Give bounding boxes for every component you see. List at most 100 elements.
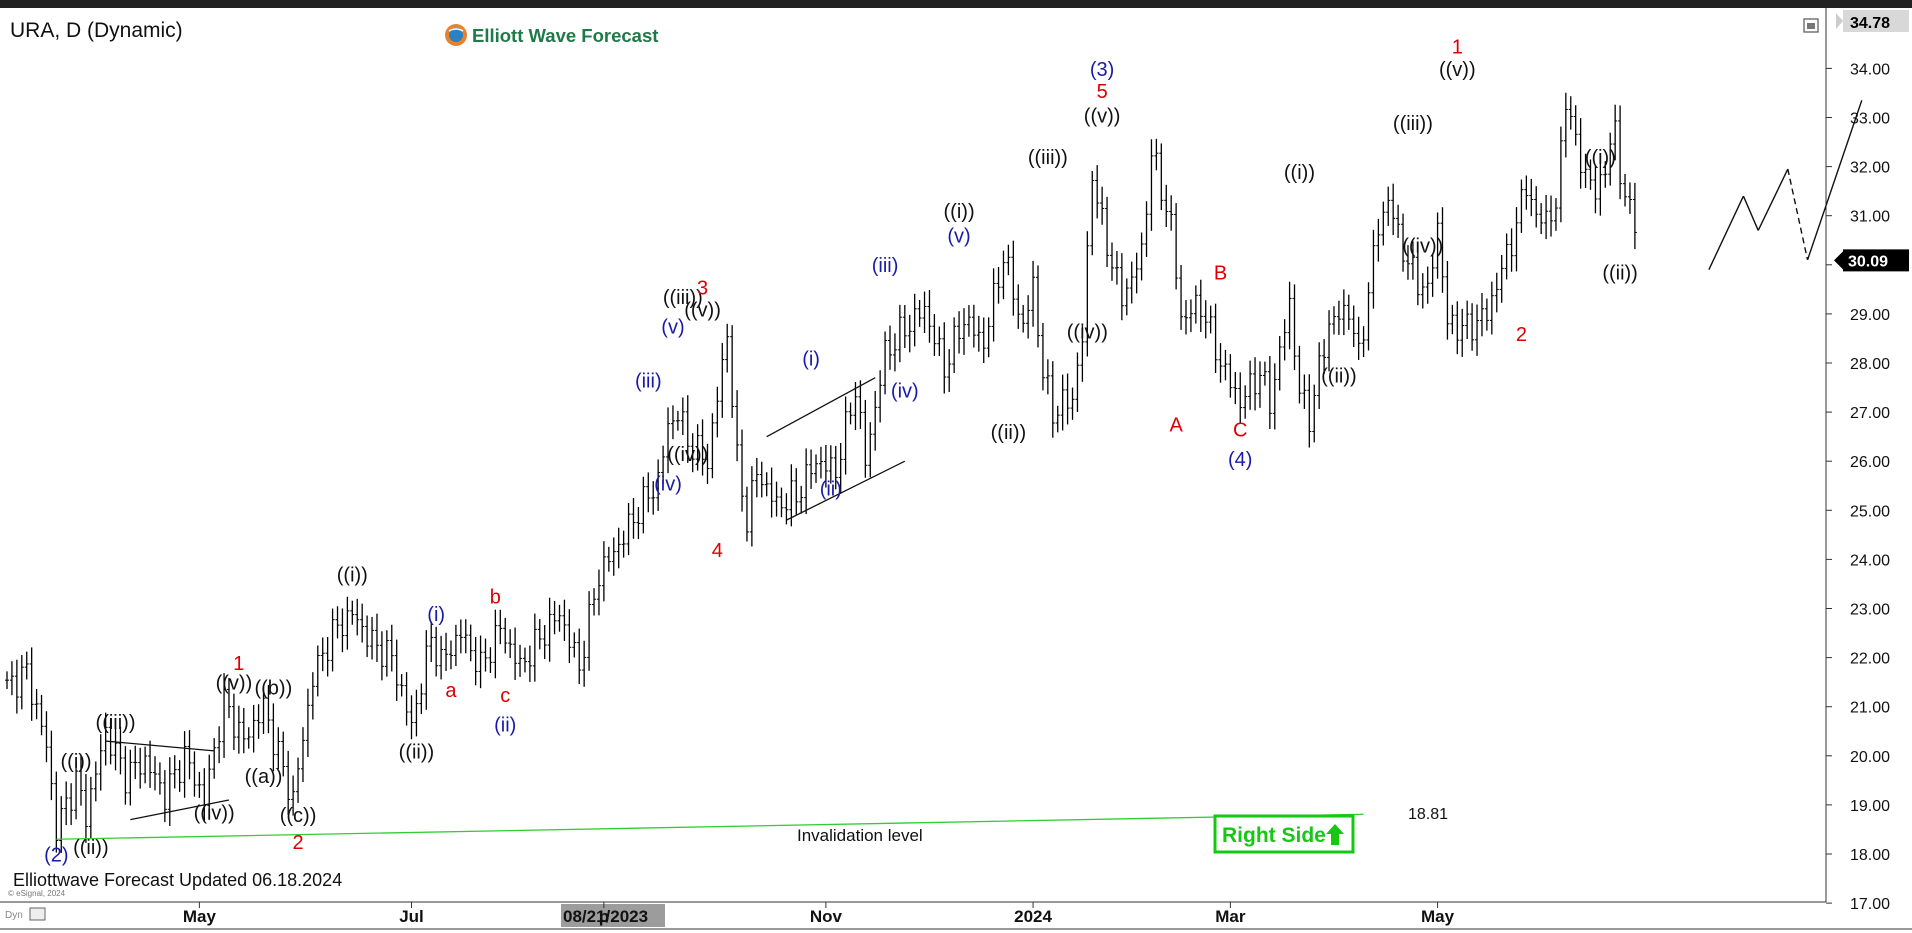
price-bar bbox=[937, 326, 942, 356]
price-bar bbox=[1405, 245, 1410, 280]
price-bar bbox=[966, 305, 971, 337]
wave-label: 2 bbox=[292, 832, 303, 854]
wave-label: ((b)) bbox=[254, 677, 292, 699]
price-bar bbox=[152, 756, 157, 791]
wave-channel-line bbox=[786, 460, 906, 521]
price-bar bbox=[809, 449, 814, 489]
price-tag-pointer-icon bbox=[1836, 13, 1843, 29]
wave-label: 3 bbox=[697, 277, 708, 299]
price-bar bbox=[384, 630, 389, 677]
price-bar bbox=[69, 783, 74, 826]
price-bar bbox=[582, 640, 587, 687]
price-bar bbox=[1183, 300, 1188, 335]
price-bar bbox=[54, 771, 59, 853]
price-bar bbox=[296, 757, 301, 803]
price-bar bbox=[1109, 242, 1114, 281]
wave-label: ((iii)) bbox=[663, 287, 703, 309]
price-bar bbox=[478, 635, 483, 689]
price-bar bbox=[320, 637, 325, 672]
x-tick-label: p bbox=[599, 907, 609, 926]
price-bar bbox=[527, 645, 532, 682]
price-bar bbox=[182, 731, 187, 798]
price-bar bbox=[1371, 229, 1376, 309]
price-bar bbox=[1470, 303, 1475, 351]
price-bar bbox=[1593, 165, 1598, 214]
logo-globe-icon bbox=[449, 28, 463, 42]
price-bar bbox=[9, 661, 14, 696]
price-bar bbox=[942, 322, 947, 394]
wave-label: 4 bbox=[712, 540, 723, 562]
scroll-handle-icon[interactable] bbox=[29, 907, 46, 921]
price-bar bbox=[1396, 204, 1401, 238]
price-bar bbox=[636, 506, 641, 540]
price-bar bbox=[631, 497, 636, 539]
price-bar bbox=[1455, 301, 1460, 355]
wave-label: ((iii)) bbox=[1028, 147, 1068, 169]
price-bar bbox=[878, 370, 883, 423]
x-tick-label: Mar bbox=[1215, 907, 1246, 926]
brand-logo: Elliott Wave Forecast bbox=[445, 24, 658, 46]
price-bar bbox=[162, 770, 167, 823]
price-bar bbox=[547, 597, 552, 662]
price-bar bbox=[1519, 179, 1524, 233]
projection-line bbox=[1708, 195, 1745, 271]
x-tick-label: Nov bbox=[810, 907, 843, 926]
y-tick-label: 34.00 bbox=[1850, 61, 1890, 78]
price-bar bbox=[493, 609, 498, 679]
price-bar bbox=[1075, 352, 1080, 413]
price-bar bbox=[873, 390, 878, 451]
price-bar bbox=[29, 647, 34, 721]
price-bar bbox=[744, 486, 749, 542]
price-bar bbox=[128, 749, 133, 806]
price-bar bbox=[508, 629, 513, 659]
price-bar bbox=[976, 315, 981, 352]
price-bar bbox=[458, 619, 463, 654]
price-bar bbox=[1524, 175, 1529, 210]
price-bar bbox=[197, 771, 202, 798]
price-bar bbox=[374, 613, 379, 662]
price-bar bbox=[19, 654, 24, 710]
price-bar bbox=[1050, 361, 1055, 438]
projection-line bbox=[1742, 195, 1759, 231]
price-bar bbox=[266, 684, 271, 734]
projection-line bbox=[1787, 168, 1809, 261]
price-bar bbox=[1440, 207, 1445, 293]
price-bar bbox=[1568, 96, 1573, 130]
right-side-badge: Right Side bbox=[1213, 814, 1355, 854]
price-bar bbox=[1489, 281, 1494, 335]
y-tick-label: 18.00 bbox=[1850, 847, 1890, 864]
price-bar bbox=[1549, 195, 1554, 237]
price-bar bbox=[542, 625, 547, 659]
price-bar bbox=[1154, 138, 1159, 171]
price-bar bbox=[883, 331, 888, 395]
price-bar bbox=[49, 730, 54, 801]
price-bar bbox=[1578, 118, 1583, 189]
price-bar bbox=[1509, 228, 1514, 272]
window-restore-icon[interactable] bbox=[1803, 18, 1819, 33]
invalidation-line bbox=[56, 813, 1364, 840]
price-bar bbox=[1243, 385, 1248, 419]
price-bar bbox=[5, 671, 9, 690]
price-bar bbox=[1203, 300, 1208, 339]
wave-label: (4) bbox=[1228, 449, 1252, 471]
y-tick-label: 32.00 bbox=[1850, 160, 1890, 177]
price-bar bbox=[133, 745, 138, 780]
price-bar bbox=[927, 290, 932, 343]
wave-label: ((iii)) bbox=[96, 712, 136, 734]
copyright-note: © eSignal, 2024 bbox=[8, 889, 66, 898]
y-tick-label: 25.00 bbox=[1850, 503, 1890, 520]
price-bar bbox=[611, 537, 616, 576]
price-bar bbox=[1608, 132, 1613, 186]
price-bar bbox=[483, 638, 488, 672]
price-bar bbox=[1504, 233, 1509, 280]
price-bar bbox=[498, 609, 503, 645]
wave-label: (iv) bbox=[891, 380, 919, 402]
y-tick-label: 31.00 bbox=[1850, 209, 1890, 226]
last-price-tag: 30.09 bbox=[1834, 249, 1909, 272]
dynamic-indicator: Dyn bbox=[5, 910, 23, 921]
wave-label: (ii) bbox=[494, 714, 516, 736]
y-tick-label: 19.00 bbox=[1850, 798, 1890, 815]
price-bar bbox=[172, 755, 177, 789]
price-bar bbox=[1070, 387, 1075, 420]
price-bar bbox=[1228, 354, 1233, 398]
